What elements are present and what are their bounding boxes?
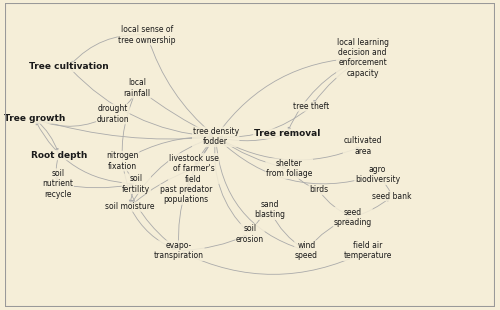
Text: evapo-
transpiration: evapo- transpiration: [154, 241, 204, 260]
Text: seed
spreading: seed spreading: [334, 208, 372, 227]
Text: Tree removal: Tree removal: [254, 129, 320, 138]
Text: livestock use
of farmer's
field: livestock use of farmer's field: [168, 154, 218, 184]
Text: soil
nutrient
recycle: soil nutrient recycle: [42, 169, 74, 199]
Text: local
rainfall: local rainfall: [124, 78, 151, 98]
Text: birds: birds: [309, 185, 328, 194]
Text: nitrogen
fixation: nitrogen fixation: [106, 151, 139, 171]
Text: drought
duration: drought duration: [96, 104, 129, 124]
Text: shelter
from foliage: shelter from foliage: [266, 159, 312, 178]
Text: Tree cultivation: Tree cultivation: [29, 62, 108, 71]
Text: local sense of
tree ownership: local sense of tree ownership: [118, 25, 176, 45]
Text: agro
biodiversity: agro biodiversity: [355, 165, 400, 184]
Text: soil
erosion: soil erosion: [236, 224, 264, 244]
Text: wind
speed: wind speed: [295, 241, 318, 260]
Text: cultivated
area: cultivated area: [344, 136, 382, 156]
Text: seed bank: seed bank: [372, 192, 412, 201]
Text: field air
temperature: field air temperature: [344, 241, 392, 260]
Text: sand
blasting: sand blasting: [254, 200, 285, 219]
Text: Root depth: Root depth: [30, 150, 87, 160]
Text: tree density
fodder: tree density fodder: [192, 127, 239, 146]
Text: soil
fertility: soil fertility: [122, 174, 150, 193]
Text: past predator
populations: past predator populations: [160, 185, 212, 204]
Text: soil moisture: soil moisture: [105, 202, 154, 211]
Text: local learning
decision and
enforcement
capacity: local learning decision and enforcement …: [336, 38, 388, 78]
Text: tree theft: tree theft: [293, 102, 330, 111]
Text: Tree growth: Tree growth: [4, 114, 65, 123]
